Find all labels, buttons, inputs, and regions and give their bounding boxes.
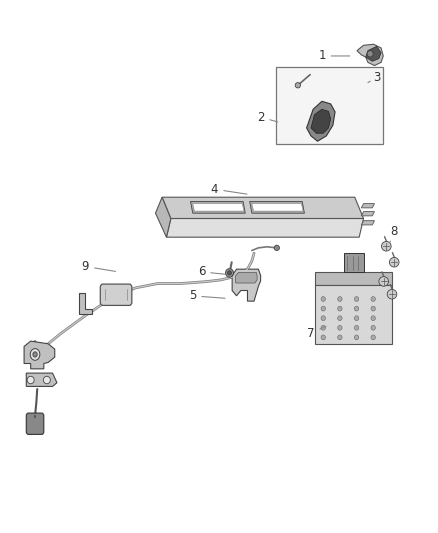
Ellipse shape bbox=[354, 325, 359, 330]
Polygon shape bbox=[311, 109, 331, 133]
Text: 3: 3 bbox=[368, 71, 380, 84]
Ellipse shape bbox=[338, 325, 342, 330]
Polygon shape bbox=[193, 204, 244, 211]
Polygon shape bbox=[236, 272, 257, 283]
Ellipse shape bbox=[379, 277, 389, 286]
Polygon shape bbox=[250, 201, 304, 213]
Polygon shape bbox=[315, 285, 392, 344]
Ellipse shape bbox=[43, 376, 50, 384]
Ellipse shape bbox=[338, 306, 342, 311]
Polygon shape bbox=[232, 269, 261, 301]
Polygon shape bbox=[307, 101, 335, 141]
Ellipse shape bbox=[354, 296, 359, 302]
Ellipse shape bbox=[354, 316, 359, 321]
Text: 9: 9 bbox=[81, 260, 116, 273]
Ellipse shape bbox=[371, 316, 375, 321]
Ellipse shape bbox=[33, 352, 37, 357]
Polygon shape bbox=[366, 46, 381, 61]
FancyBboxPatch shape bbox=[26, 413, 44, 434]
Ellipse shape bbox=[387, 289, 397, 299]
Text: 7: 7 bbox=[307, 326, 326, 340]
Polygon shape bbox=[26, 373, 57, 386]
Ellipse shape bbox=[321, 316, 325, 321]
Text: 6: 6 bbox=[198, 265, 225, 278]
Ellipse shape bbox=[389, 257, 399, 267]
Text: 5: 5 bbox=[189, 289, 225, 302]
Ellipse shape bbox=[274, 245, 279, 251]
Polygon shape bbox=[155, 197, 171, 237]
Polygon shape bbox=[361, 204, 374, 208]
Ellipse shape bbox=[228, 271, 231, 275]
Polygon shape bbox=[24, 341, 55, 369]
Polygon shape bbox=[361, 221, 374, 225]
Ellipse shape bbox=[338, 335, 342, 340]
Ellipse shape bbox=[338, 316, 342, 321]
Ellipse shape bbox=[367, 51, 373, 57]
Ellipse shape bbox=[321, 296, 325, 302]
Polygon shape bbox=[162, 197, 364, 219]
Polygon shape bbox=[166, 219, 364, 237]
Polygon shape bbox=[252, 204, 303, 211]
Text: 8: 8 bbox=[390, 225, 398, 243]
Polygon shape bbox=[357, 44, 383, 66]
Ellipse shape bbox=[295, 83, 300, 88]
FancyBboxPatch shape bbox=[100, 284, 132, 305]
Ellipse shape bbox=[381, 241, 391, 251]
Text: 1: 1 bbox=[318, 50, 350, 62]
Polygon shape bbox=[191, 201, 245, 213]
Ellipse shape bbox=[321, 306, 325, 311]
Bar bbox=[276, 67, 383, 144]
Ellipse shape bbox=[338, 296, 342, 302]
Polygon shape bbox=[315, 272, 392, 285]
Ellipse shape bbox=[321, 335, 325, 340]
Text: 4: 4 bbox=[211, 183, 247, 196]
Text: 2: 2 bbox=[257, 111, 278, 124]
Ellipse shape bbox=[354, 335, 359, 340]
Ellipse shape bbox=[27, 376, 34, 384]
Ellipse shape bbox=[371, 335, 375, 340]
Ellipse shape bbox=[371, 306, 375, 311]
Polygon shape bbox=[344, 253, 364, 272]
Ellipse shape bbox=[371, 325, 375, 330]
Ellipse shape bbox=[321, 325, 325, 330]
Ellipse shape bbox=[354, 306, 359, 311]
Polygon shape bbox=[79, 293, 92, 314]
Ellipse shape bbox=[371, 296, 375, 302]
Ellipse shape bbox=[30, 349, 40, 360]
Polygon shape bbox=[361, 212, 374, 216]
Ellipse shape bbox=[226, 269, 233, 277]
